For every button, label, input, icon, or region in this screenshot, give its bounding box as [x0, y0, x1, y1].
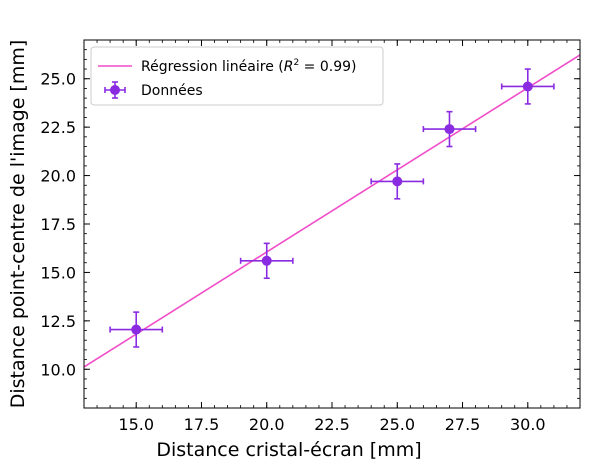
x-tick-label: 27.5 — [445, 415, 481, 434]
data-point-marker — [392, 176, 402, 186]
y-tick-label: 22.5 — [40, 118, 76, 137]
legend-regression-prefix: Régression linéaire ( — [141, 59, 284, 75]
x-tick-label: 17.5 — [184, 415, 220, 434]
y-axis-title: Distance point-centre de l'image [mm] — [7, 40, 29, 409]
y-tick-label: 12.5 — [40, 312, 76, 331]
x-tick-labels: 15.0 17.5 20.0 22.5 25.0 27.5 30.0 — [118, 415, 545, 434]
x-tick-label: 22.5 — [314, 415, 350, 434]
y-tick-label: 15.0 — [40, 263, 76, 282]
legend-label-donnees: Données — [141, 83, 203, 99]
y-tick-label: 20.0 — [40, 167, 76, 186]
data-point-marker — [523, 81, 533, 91]
y-tick-label: 10.0 — [40, 360, 76, 379]
x-tick-label: 30.0 — [510, 415, 546, 434]
legend-label-regression: Régression linéaire (R2 = 0.99) — [141, 58, 356, 75]
data-point-marker — [444, 124, 454, 134]
legend-errorbar-marker — [110, 85, 120, 95]
y-tick-label: 25.0 — [40, 70, 76, 89]
x-tick-label: 15.0 — [118, 415, 154, 434]
y-tick-label: 17.5 — [40, 215, 76, 234]
legend: Régression linéaire (R2 = 0.99) Données — [91, 47, 383, 105]
y-tick-labels: 10.0 12.5 15.0 17.5 20.0 22.5 25.0 — [40, 70, 76, 380]
x-tick-label: 20.0 — [249, 415, 285, 434]
data-point-marker — [262, 256, 272, 266]
x-axis-title: Distance cristal-écran [mm] — [156, 439, 421, 461]
legend-regression-math: R — [284, 59, 294, 75]
legend-regression-suffix: = 0.99) — [299, 59, 356, 75]
data-point-marker — [131, 325, 141, 335]
x-tick-label: 25.0 — [379, 415, 415, 434]
legend-box — [91, 47, 383, 105]
